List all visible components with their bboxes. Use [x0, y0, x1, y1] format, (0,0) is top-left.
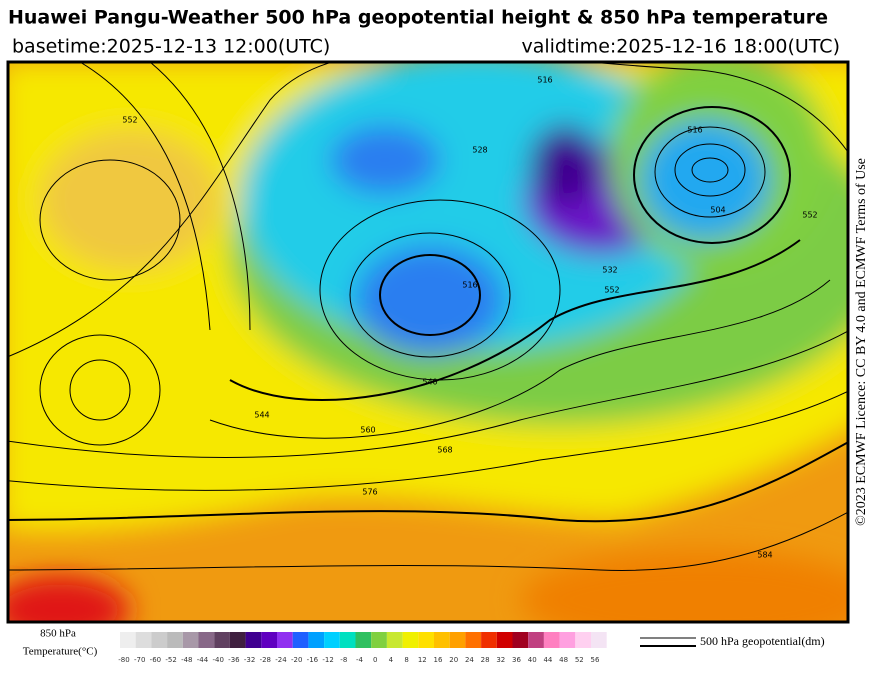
- colorbar-label: 32: [496, 656, 505, 664]
- contour-label: 544: [254, 411, 269, 420]
- credit: ©2023 ECMWF Licence: CC BY 4.0 and ECMWF…: [854, 158, 869, 526]
- colorbar-label: -20: [291, 656, 302, 664]
- colorbar-label: -36: [228, 656, 240, 664]
- colorbar-label: -40: [212, 656, 223, 664]
- contour-label: 560: [360, 426, 375, 435]
- colorbar: -80 -70 -60 -52 -48 -44 -40 -36 -32 -28 -24 -20 -16-…: [118, 632, 607, 664]
- contour-label: 532: [602, 266, 617, 275]
- map-frame: [6, 60, 850, 624]
- contour-label: 504: [710, 206, 725, 215]
- colorbar-label: 28: [481, 656, 490, 664]
- contour-label: 516: [687, 126, 702, 135]
- colorbar-swatch: [465, 632, 482, 648]
- colorbar-swatch: [418, 632, 434, 648]
- colorbar-swatch: [135, 632, 152, 648]
- colorbar-swatch: [434, 632, 450, 648]
- contour-label: 584: [757, 551, 772, 560]
- contour-label: 516: [537, 76, 552, 85]
- colorbar-label: 40: [528, 656, 537, 664]
- contour-label: 568: [437, 446, 452, 455]
- colorbar-label: -32: [244, 656, 255, 664]
- contour-label: 528: [472, 146, 487, 155]
- colorbar-label: 8: [404, 656, 408, 664]
- colorbar-swatch: [308, 632, 325, 648]
- colorbar-swatch: [481, 632, 497, 648]
- validtime: validtime:2025-12-16 18:00(UTC): [521, 36, 840, 58]
- colorbar-swatch: [198, 632, 215, 648]
- colorbar-swatch: [371, 632, 387, 648]
- colorbar-swatch: [245, 632, 262, 648]
- colorbar-label: -16: [307, 656, 319, 664]
- colorbar-label: -48: [181, 656, 192, 664]
- map: 552 516 528 540 504 516 552 568 576 560 544 532 552 5…: [8, 62, 848, 622]
- contours: [8, 62, 848, 571]
- colorbar-swatch: [292, 632, 309, 648]
- colorbar-label: -44: [197, 656, 209, 664]
- colorbar-swatch: [167, 632, 183, 648]
- title: Huawei Pangu-Weather 500 hPa geopotentia…: [8, 7, 828, 29]
- contour-label: 576: [362, 488, 377, 497]
- colorbar-label: 48: [559, 656, 568, 664]
- colorbar-label: -12: [322, 656, 333, 664]
- colorbar-title: 850 hPa: [40, 628, 76, 640]
- colorbar-swatch: [528, 632, 544, 648]
- colorbar-swatch: [120, 632, 136, 648]
- colorbar-label: 24: [465, 656, 474, 664]
- colorbar-label: -28: [260, 656, 271, 664]
- colorbar-swatch: [575, 632, 591, 648]
- colorbar-swatch: [182, 632, 199, 648]
- colorbar-label: -80: [118, 656, 129, 664]
- colorbar-swatch: [512, 632, 529, 648]
- colorbar-title: Temperature(°C): [23, 646, 98, 658]
- colorbar-swatch: [261, 632, 277, 648]
- colorbar-label: -4: [356, 656, 364, 664]
- contour-label: 540: [422, 378, 437, 387]
- colorbar-label: 12: [418, 656, 427, 664]
- colorbar-swatch: [496, 632, 513, 648]
- colorbar-label: -8: [340, 656, 347, 664]
- colorbar-label: 52: [575, 656, 584, 664]
- colorbar-label: -52: [165, 656, 176, 664]
- colorbar-label: -60: [150, 656, 161, 664]
- colorbar-swatch: [591, 632, 607, 648]
- colorbar-swatch: [324, 632, 340, 648]
- colorbar-swatch: [277, 632, 293, 648]
- colorbar-label: -24: [275, 656, 287, 664]
- basetime: basetime:2025-12-13 12:00(UTC): [12, 36, 330, 58]
- colorbar-label: 0: [373, 656, 377, 664]
- colorbar-swatch: [214, 632, 230, 648]
- colorbar-label: -70: [134, 656, 145, 664]
- contour-label: 552: [604, 286, 619, 295]
- colorbar-swatch: [355, 632, 372, 648]
- colorbar-label: 36: [512, 656, 521, 664]
- colorbar-label: 20: [449, 656, 458, 664]
- colorbar-swatch: [543, 632, 560, 648]
- contour-legend: 500 hPa geopotential(dm): [700, 634, 825, 648]
- colorbar-swatch: [386, 632, 403, 648]
- colorbar-swatch: [229, 632, 246, 648]
- colorbar-swatch: [151, 632, 168, 648]
- contour-label: 552: [802, 211, 817, 220]
- contour-label: 552: [122, 116, 137, 125]
- colorbar-swatch: [402, 632, 419, 648]
- colorbar-swatch: [339, 632, 356, 648]
- contour-label: 516: [462, 281, 477, 290]
- colorbar-label: 56: [591, 656, 600, 664]
- colorbar-label: 4: [389, 656, 394, 664]
- colorbar-swatch: [449, 632, 466, 648]
- colorbar-swatch: [559, 632, 576, 648]
- colorbar-label: 16: [434, 656, 443, 664]
- colorbar-label: 44: [543, 656, 552, 664]
